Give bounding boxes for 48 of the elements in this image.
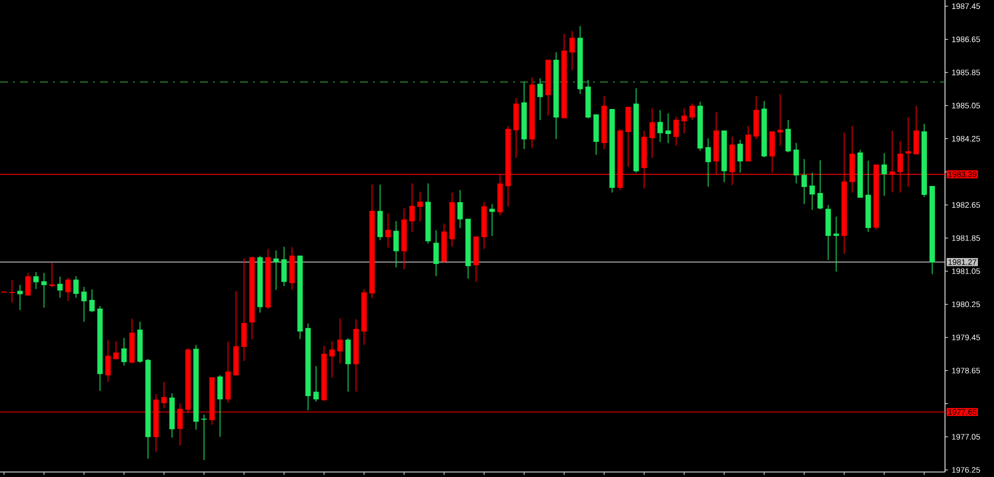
- candlestick: [657, 110, 663, 142]
- candlestick: [273, 250, 279, 290]
- candlestick: [801, 158, 807, 205]
- candlestick: [65, 277, 71, 302]
- candlestick: [457, 190, 463, 229]
- candlestick: [433, 230, 439, 277]
- candlestick: [57, 276, 63, 298]
- candlestick: [809, 172, 815, 210]
- candlestick: [9, 279, 15, 304]
- candlestick: [41, 272, 47, 308]
- candlestick: [833, 216, 839, 272]
- candlestick: [49, 262, 55, 288]
- candlestick: [705, 138, 711, 188]
- candlestick: [113, 340, 119, 360]
- candlestick: [81, 286, 87, 322]
- candlestick: [881, 152, 887, 196]
- candlestick: [89, 289, 95, 313]
- candlestick: [409, 183, 415, 232]
- candlestick: [817, 160, 823, 210]
- candlestick: [569, 30, 575, 70]
- candlestick: [914, 106, 919, 154]
- candlestick: [393, 220, 399, 268]
- candlestick: [489, 204, 495, 236]
- candlestick: [537, 78, 543, 120]
- candlestick: [25, 272, 31, 296]
- candlestick: [105, 340, 111, 382]
- candlestick: [665, 113, 671, 144]
- candlestick: [161, 381, 167, 409]
- candlestick: [417, 191, 423, 222]
- candlestick: [689, 103, 695, 120]
- candlestick: [649, 108, 655, 158]
- candlestick: [281, 246, 287, 286]
- candlestick: [121, 337, 127, 366]
- candlestick: [777, 94, 783, 146]
- candlestick: [217, 374, 223, 438]
- candlestick: [337, 318, 343, 364]
- candlestick: [673, 116, 679, 146]
- candlestick: [785, 120, 791, 153]
- candlestick: [329, 340, 335, 378]
- candlestick: [681, 108, 687, 134]
- candlestick: [385, 212, 391, 248]
- candlestick: [241, 258, 247, 362]
- candlestick: [17, 284, 23, 311]
- candlestick: [201, 414, 207, 460]
- candlestick: [73, 276, 79, 298]
- candlestick: [33, 272, 39, 290]
- candlestick: [313, 366, 319, 402]
- candlestick: [737, 140, 743, 174]
